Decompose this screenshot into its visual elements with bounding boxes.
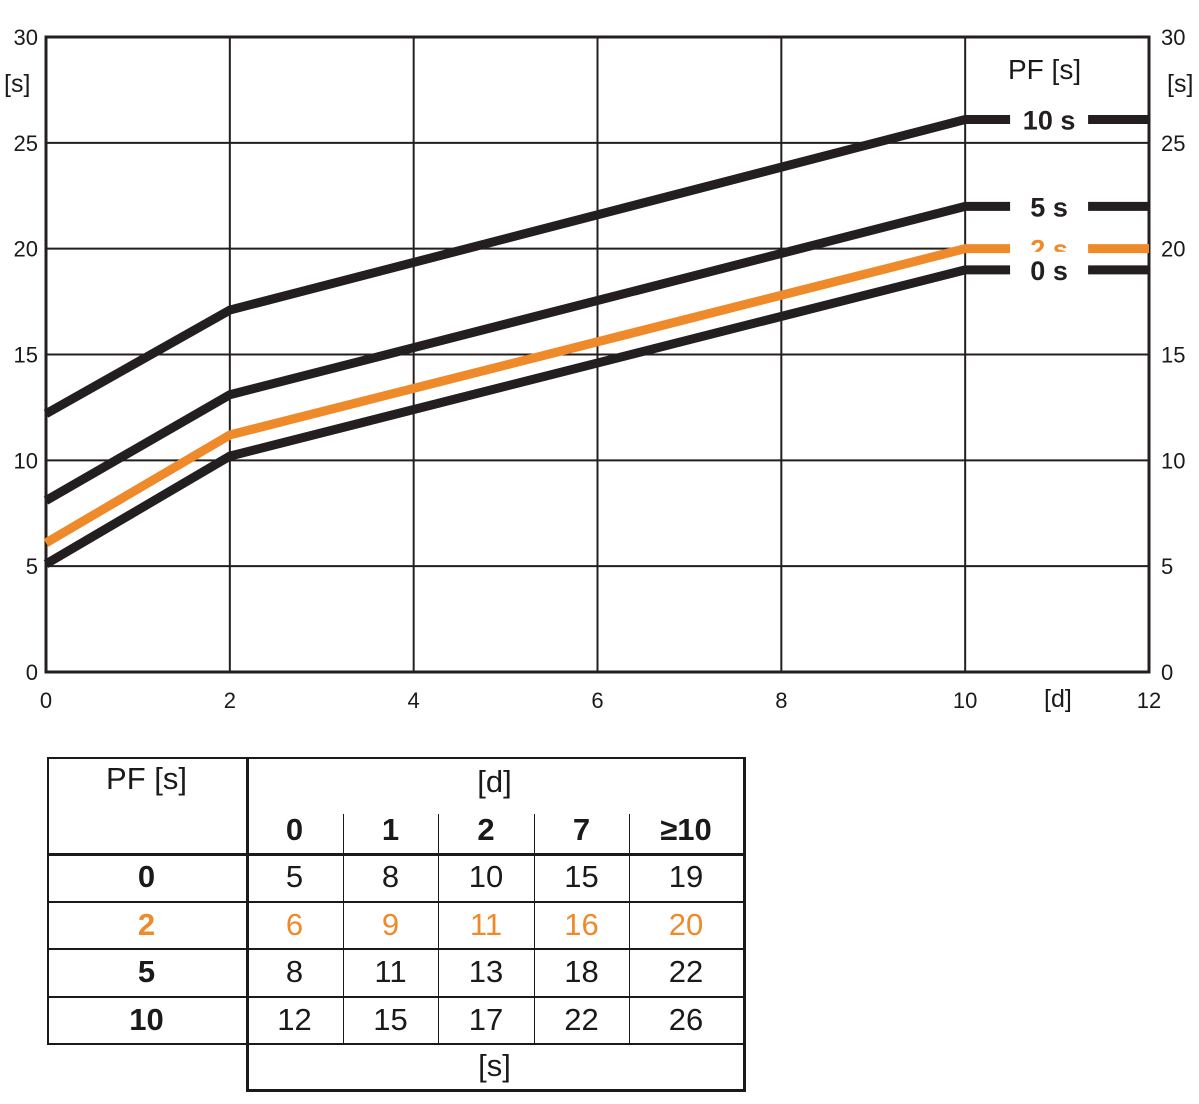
table-border-bottom bbox=[246, 1089, 746, 1092]
days-header: [d] bbox=[477, 763, 512, 799]
pf-row-label: 2 bbox=[137, 906, 156, 942]
day-column-header: 2 bbox=[477, 811, 495, 847]
legend-title: PF [s] bbox=[1008, 54, 1081, 85]
table-col-rule bbox=[438, 853, 439, 1043]
table-col-rule-header bbox=[534, 814, 535, 853]
pf-header: PF [s] bbox=[106, 761, 187, 796]
y-tick-label-right: 10 bbox=[1161, 448, 1185, 473]
series-label: 5 s bbox=[1030, 192, 1068, 222]
table-border-left bbox=[47, 757, 49, 1043]
plot-frame bbox=[44, 35, 1151, 674]
table-col-rule-header bbox=[343, 814, 344, 853]
table-cell: 10 bbox=[468, 859, 504, 894]
series-label: 10 s bbox=[1023, 106, 1076, 136]
day-column-header: 1 bbox=[381, 811, 400, 847]
table-cell: 6 bbox=[285, 906, 304, 942]
y-tick-label-left: 0 bbox=[26, 660, 38, 685]
table-border-top bbox=[47, 757, 745, 759]
series-label-bg bbox=[1010, 101, 1089, 138]
x-tick-label: 4 bbox=[408, 688, 420, 713]
grid-lines bbox=[44, 35, 1151, 674]
table-row-rule bbox=[47, 901, 745, 903]
y-axis-label-right: [s] bbox=[1167, 70, 1193, 98]
table-row-rule bbox=[47, 948, 745, 950]
table-cell: 15 bbox=[564, 859, 599, 894]
x-tick-label: 6 bbox=[591, 688, 603, 713]
x-tick-label: 12 bbox=[1137, 688, 1161, 713]
table-row-rule bbox=[47, 996, 745, 998]
table-divider-pf bbox=[246, 757, 249, 1091]
x-tick-label: 0 bbox=[40, 688, 52, 713]
y-tick-label-right: 5 bbox=[1161, 554, 1173, 579]
table-row-rule bbox=[47, 1043, 745, 1045]
series-label-bg bbox=[1010, 188, 1089, 225]
table-border-right bbox=[743, 757, 746, 1091]
table-cell: 12 bbox=[277, 1001, 312, 1037]
table-col-rule bbox=[343, 853, 344, 1043]
day-column-header: 7 bbox=[572, 811, 591, 847]
series-label-bg bbox=[1010, 251, 1089, 288]
pf-row-label: 10 bbox=[129, 1001, 164, 1037]
table-cell: 18 bbox=[564, 954, 599, 989]
day-column-header: 0 bbox=[285, 811, 304, 847]
table-cell: 9 bbox=[381, 906, 400, 942]
y-tick-label-left: 15 bbox=[14, 343, 38, 368]
chart-series: 10 s5 s2 s0 s bbox=[43, 101, 1149, 568]
table-cell: 11 bbox=[374, 954, 407, 989]
series-label: 0 s bbox=[1030, 256, 1068, 286]
table-cell: 22 bbox=[668, 954, 704, 989]
table-cell: 11 bbox=[469, 906, 503, 942]
table-cell: 17 bbox=[468, 1001, 504, 1037]
x-tick-label: 10 bbox=[953, 688, 977, 713]
unit-footer: [s] bbox=[478, 1048, 511, 1083]
table-cell: 5 bbox=[285, 859, 304, 894]
y-tick-label-right: 30 bbox=[1161, 25, 1185, 50]
table-cell: 15 bbox=[373, 1001, 408, 1037]
y-tick-label-left: 10 bbox=[14, 448, 38, 473]
table-cell: 16 bbox=[564, 906, 599, 942]
table-cell: 20 bbox=[668, 906, 704, 942]
pf-row-label: 5 bbox=[137, 954, 156, 989]
y-tick-label-left: 30 bbox=[14, 25, 38, 50]
table-col-rule-header bbox=[629, 814, 630, 853]
table-cell: 22 bbox=[564, 1001, 599, 1037]
y-tick-label-left: 20 bbox=[14, 237, 38, 262]
table-col-rule bbox=[629, 853, 630, 1043]
x-tick-label: 2 bbox=[224, 688, 236, 713]
y-tick-label-right: 20 bbox=[1161, 237, 1185, 262]
table-cell: 8 bbox=[381, 859, 400, 894]
pf-row-label: 0 bbox=[137, 859, 156, 894]
y-tick-label-right: 15 bbox=[1161, 343, 1185, 368]
y-tick-label-left: 25 bbox=[14, 131, 38, 156]
table-cell: 8 bbox=[285, 954, 304, 989]
y-axis-label-left: [s] bbox=[4, 70, 30, 98]
y-tick-label-left: 5 bbox=[26, 554, 38, 579]
y-tick-label-right: 25 bbox=[1161, 131, 1185, 156]
table-col-rule bbox=[534, 853, 535, 1043]
table-header-rule bbox=[47, 853, 746, 856]
table-col-rule-header bbox=[438, 814, 439, 853]
table-cell: 19 bbox=[668, 859, 704, 894]
day-column-header: ≥10 bbox=[660, 811, 712, 847]
x-tick-label: 8 bbox=[775, 688, 787, 713]
y-tick-label-right: 0 bbox=[1161, 660, 1173, 685]
table-cell: 26 bbox=[668, 1001, 704, 1037]
table-cell: 13 bbox=[468, 954, 504, 989]
x-axis-label: [d] bbox=[1044, 685, 1072, 713]
